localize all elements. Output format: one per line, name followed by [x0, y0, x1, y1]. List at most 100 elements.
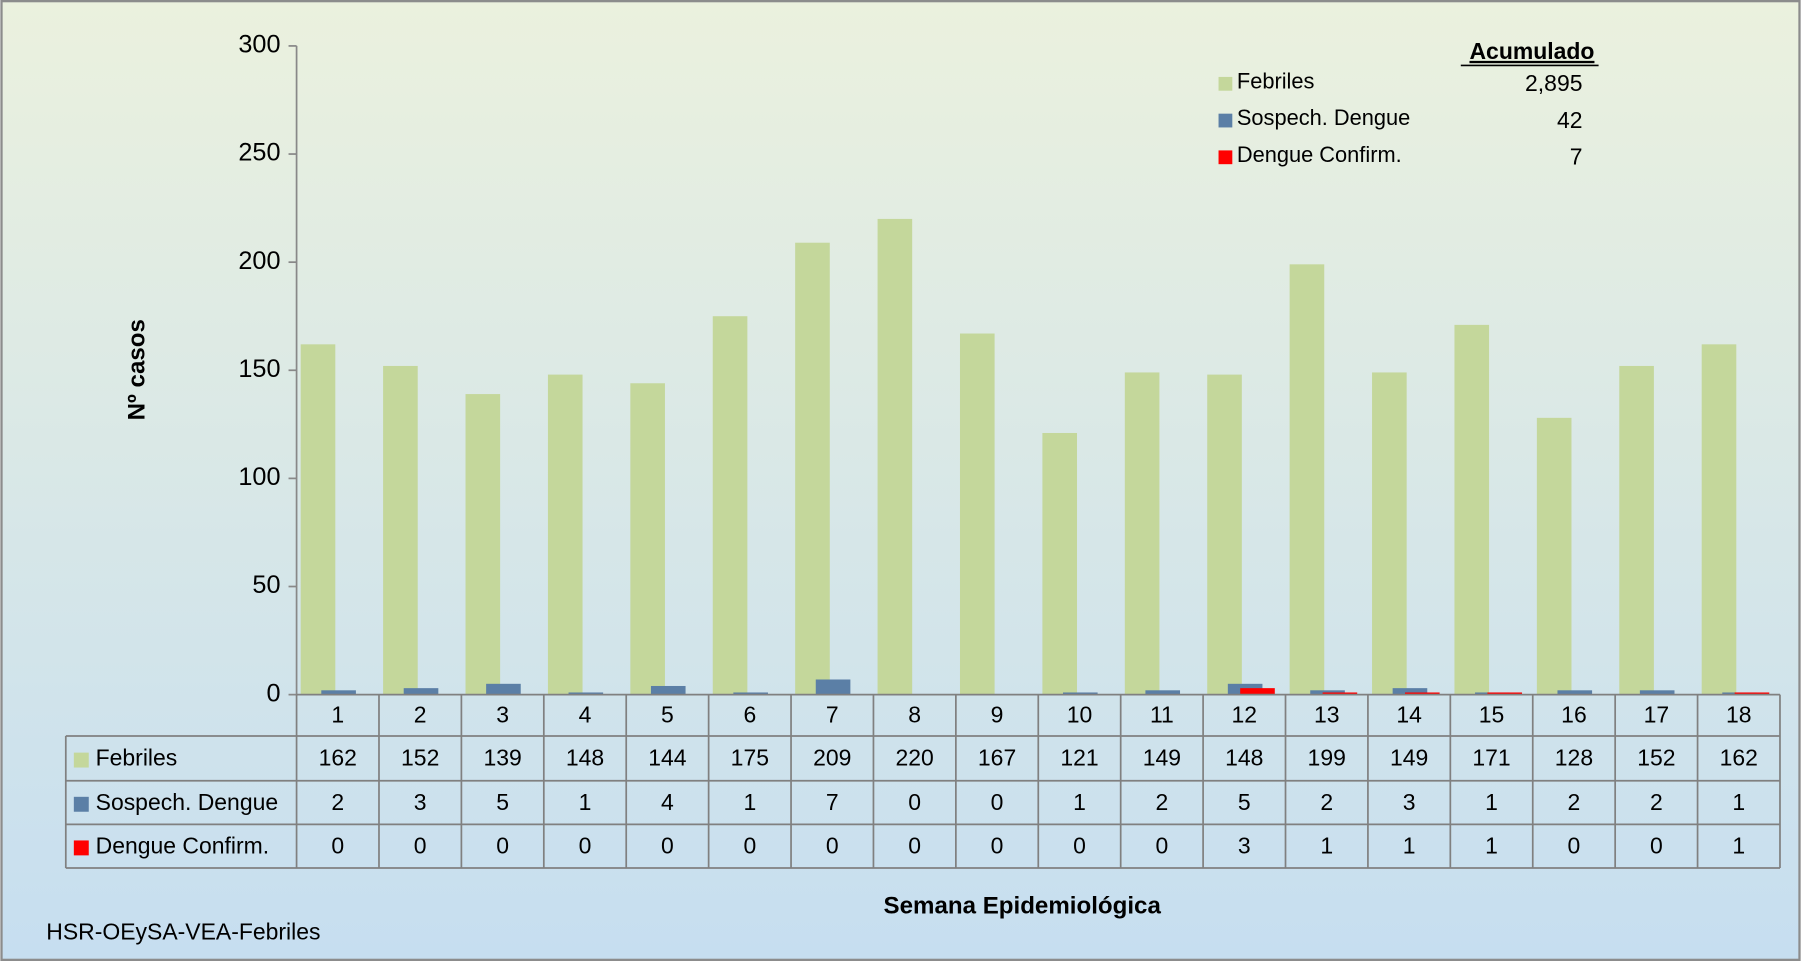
bar [547, 374, 583, 695]
bar [1145, 690, 1181, 695]
legend-label: Febriles [1237, 68, 1315, 93]
y-tick-label: 150 [238, 355, 280, 383]
table-cell: 0 [661, 832, 674, 858]
bar [630, 383, 665, 695]
table-header-cell: 7 [826, 702, 839, 728]
bar [1701, 344, 1737, 695]
table-cell: 0 [496, 832, 509, 858]
table-row-label: Dengue Confirm. [96, 832, 270, 858]
table-cell: 2 [331, 789, 344, 815]
table-cell: 0 [579, 832, 592, 858]
table-cell: 152 [1637, 745, 1675, 771]
table-cell: 0 [1073, 832, 1086, 858]
bar [383, 365, 418, 695]
table-cell: 171 [1472, 745, 1510, 771]
table-cell: 3 [414, 789, 427, 815]
bar [1557, 690, 1593, 695]
table-row-label: Febriles [96, 745, 178, 771]
table-cell: 0 [414, 832, 427, 858]
table-cell: 152 [401, 745, 439, 771]
table-cell: 1 [1320, 832, 1333, 858]
bar [486, 683, 521, 695]
table-header-cell: 17 [1644, 702, 1670, 728]
bar [1289, 264, 1325, 695]
table-cell: 0 [908, 789, 921, 815]
bar [959, 333, 995, 695]
y-tick-label: 0 [266, 679, 280, 707]
table-header-cell: 2 [414, 702, 427, 728]
table-cell: 2 [1156, 789, 1169, 815]
table-cell: 209 [813, 745, 851, 771]
y-tick-label: 100 [238, 463, 280, 491]
table-header-cell: 6 [743, 702, 756, 728]
table-cell: 175 [731, 745, 769, 771]
bar [1240, 688, 1275, 695]
table-cell: 121 [1060, 745, 1098, 771]
table-cell: 1 [1485, 789, 1498, 815]
table-header-cell: 10 [1067, 702, 1093, 728]
table-cell: 0 [1156, 832, 1169, 858]
table-header-cell: 12 [1232, 702, 1258, 728]
table-cell: 1 [579, 789, 592, 815]
table-cell: 144 [648, 745, 687, 771]
bar [1063, 692, 1098, 695]
table-cell: 128 [1555, 745, 1593, 771]
table-cell: 0 [991, 832, 1004, 858]
table-cell: 4 [661, 789, 674, 815]
table-header-cell: 1 [331, 702, 344, 728]
legend-title: Acumulado [1469, 38, 1594, 64]
table-cell: 199 [1308, 745, 1346, 771]
table-cell: 1 [1073, 789, 1086, 815]
table-header-cell: 8 [908, 702, 921, 728]
legend-total: 2,895 [1525, 70, 1582, 96]
legend-total: 7 [1570, 144, 1583, 170]
bar [1392, 688, 1428, 695]
legend-label: Sospech. Dengue [1237, 105, 1410, 130]
table-cell: 149 [1390, 745, 1428, 771]
bar [795, 242, 830, 695]
bar [403, 688, 439, 695]
table-cell: 1 [1485, 832, 1498, 858]
bar [1619, 365, 1654, 695]
table-cell: 7 [826, 789, 839, 815]
bar [568, 692, 604, 695]
table-header-cell: 3 [496, 702, 509, 728]
legend-swatch [1218, 113, 1233, 128]
table-header-cell: 9 [991, 702, 1004, 728]
table-header-cell: 15 [1479, 702, 1505, 728]
bar [300, 344, 336, 695]
table-cell: 1 [1403, 832, 1416, 858]
table-cell: 149 [1143, 745, 1181, 771]
table-cell: 1 [1732, 832, 1745, 858]
y-axis-label: Nº casos [124, 319, 151, 420]
table-cell: 0 [743, 832, 756, 858]
bar [1487, 692, 1523, 695]
table-cell: 139 [483, 745, 521, 771]
table-cell: 3 [1403, 789, 1416, 815]
table-cell: 2 [1320, 789, 1333, 815]
bar [1207, 374, 1242, 695]
bar [1536, 417, 1572, 695]
table-cell: 167 [978, 745, 1016, 771]
legend-swatch [1218, 76, 1233, 91]
legend-label: Dengue Confirm. [1237, 142, 1402, 167]
y-tick-label: 200 [238, 247, 280, 275]
bar [1124, 372, 1160, 695]
y-tick-label: 50 [252, 571, 280, 599]
bar [1322, 692, 1358, 695]
bar [733, 692, 768, 695]
footer: HSR-OEySA-VEA-Febriles [46, 919, 320, 945]
table-cell: 0 [991, 789, 1004, 815]
legend-total: 42 [1557, 107, 1583, 133]
table-cell: 1 [1732, 789, 1745, 815]
bar [1639, 690, 1675, 695]
table-legend-swatch [73, 840, 89, 856]
table-cell: 162 [319, 745, 357, 771]
table-header-cell: 4 [579, 702, 592, 728]
table-header-cell: 16 [1561, 702, 1587, 728]
table-cell: 0 [331, 832, 344, 858]
table-cell: 1 [743, 789, 756, 815]
table-header-cell: 13 [1314, 702, 1340, 728]
table-cell: 0 [1568, 832, 1581, 858]
